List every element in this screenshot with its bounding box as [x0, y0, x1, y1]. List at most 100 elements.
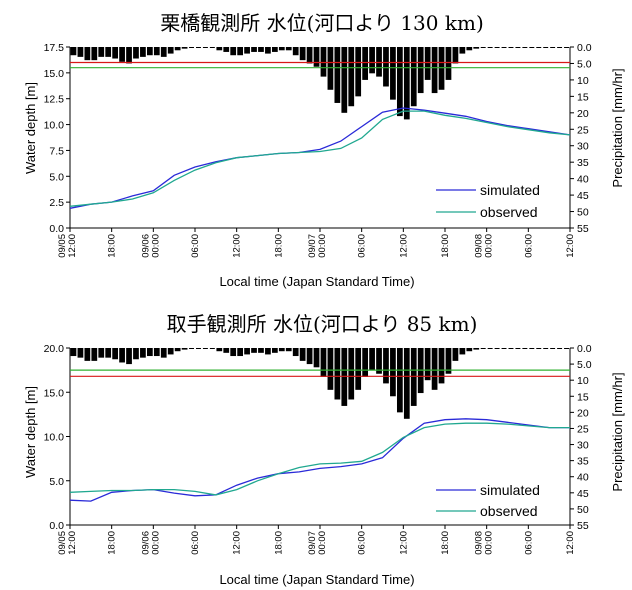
precip-bar — [223, 348, 230, 353]
x-tick-label: 00:00 — [150, 531, 161, 555]
precip-bar — [403, 348, 410, 419]
precip-bar — [376, 47, 382, 77]
chart-panel-kurihashi: 栗橋観測所 水位(河口より 130 km) Water depth [m] Pr… — [23, 11, 625, 289]
precip-bar — [369, 348, 375, 371]
y2-tick-label: 55 — [577, 520, 589, 532]
precip-bar — [452, 47, 459, 64]
x-tick-label: 12:00 — [67, 531, 78, 555]
precip-bar — [355, 47, 362, 97]
y2-tick-label: 45 — [577, 190, 589, 202]
precip-bar — [258, 348, 264, 353]
precip-bar — [84, 47, 91, 61]
precip-bar — [320, 47, 327, 77]
y2-tick-label: 30 — [577, 141, 589, 153]
precip-bar — [431, 348, 438, 390]
series-line-observed — [69, 422, 570, 496]
x-tick-label: 12:00 — [398, 234, 409, 258]
precip-bar — [105, 348, 112, 358]
y-tick-label: 20.0 — [44, 343, 65, 355]
precip-bar — [452, 348, 459, 361]
precip-bar — [174, 47, 181, 51]
precip-bar — [146, 348, 153, 357]
precip-bar — [285, 47, 292, 51]
y2-tick-label: 35 — [577, 157, 589, 169]
precip-bar — [362, 348, 369, 377]
x-tick-label: 18:00 — [273, 531, 284, 555]
y-tick-label: 10.0 — [44, 120, 65, 132]
precip-bar — [306, 348, 313, 365]
x-tick-label: 09/08 — [474, 234, 485, 258]
x-tick-label: 00:00 — [484, 531, 495, 555]
x-tick-label: 12:00 — [232, 234, 243, 258]
precip-bar — [396, 348, 403, 413]
y-tick-label: 12.5 — [44, 94, 65, 106]
x-tick-label: 12:00 — [565, 531, 576, 555]
y2-tick-label: 15 — [577, 391, 589, 403]
y2-tick-label: 50 — [577, 504, 589, 516]
x-axis-label: Local time (Japan Standard Time) — [219, 274, 414, 289]
precip-bar — [77, 348, 84, 358]
x-tick-label: 00:00 — [150, 234, 161, 258]
y-tick-label: 17.5 — [44, 42, 65, 54]
y2-axis-label: Precipitation [mm/hr] — [610, 372, 625, 491]
x-tick-label: 09/08 — [474, 531, 485, 555]
precip-bar — [383, 47, 389, 87]
chart-panel-toride: 取手観測所 水位(河口より 85 km) Water depth [m] Pre… — [23, 312, 625, 587]
precip-bar — [230, 348, 237, 357]
precip-bar — [105, 47, 112, 57]
x-tick-label: 12:00 — [232, 531, 243, 555]
precip-bar — [167, 348, 174, 355]
precip-bar — [70, 348, 77, 357]
precip-bar — [216, 47, 223, 51]
precip-bar — [348, 348, 355, 400]
x-tick-label: 18:00 — [107, 531, 118, 555]
precip-bar — [334, 348, 341, 400]
precip-bar — [258, 47, 264, 52]
precip-bar — [216, 348, 223, 352]
legend-label-simulated: simulated — [480, 182, 540, 198]
precip-bar — [77, 47, 84, 57]
precip-bar — [84, 348, 91, 361]
y-tick-label: 5.0 — [49, 476, 64, 488]
precip-bar — [119, 348, 125, 363]
precip-bar — [237, 47, 244, 56]
chart-title: 取手観測所 水位(河口より 85 km) — [167, 312, 478, 336]
precip-bar — [278, 348, 285, 352]
precip-bar — [466, 348, 473, 352]
precip-bar — [181, 47, 188, 49]
legend: simulated observed — [436, 482, 540, 519]
precip-bar — [299, 47, 306, 61]
precip-bar — [133, 47, 139, 59]
precip-bar — [265, 348, 271, 355]
precip-bar — [327, 348, 334, 390]
precip-bar — [383, 348, 389, 384]
precip-bar — [112, 47, 119, 59]
legend-label-observed: observed — [480, 503, 538, 519]
precip-bar — [174, 348, 181, 352]
y2-tick-label: 5.0 — [577, 359, 592, 371]
x-tick-label: 18:00 — [440, 234, 451, 258]
x-tick-label: 09/06 — [140, 234, 151, 258]
y-axis-label: Water depth [m] — [23, 82, 38, 174]
y-tick-label: 0.0 — [49, 520, 64, 532]
legend: simulated observed — [436, 182, 540, 220]
precip-bar — [473, 47, 480, 49]
precip-bar — [341, 47, 348, 113]
y2-tick-label: 40 — [577, 472, 589, 484]
precip-bar — [459, 348, 466, 355]
precip-bar — [320, 348, 327, 377]
x-tick-label: 12:00 — [398, 531, 409, 555]
y-axis-label: Water depth [m] — [23, 386, 38, 478]
precip-bar — [244, 47, 250, 54]
y-tick-label: 15.0 — [44, 387, 65, 399]
precip-bar — [119, 47, 125, 62]
precip-bar — [140, 47, 146, 57]
precip-bar — [91, 348, 98, 361]
x-tick-label: 18:00 — [107, 234, 118, 258]
x-tick-label: 12:00 — [565, 234, 576, 258]
y2-tick-label: 25 — [577, 124, 589, 136]
precip-bar — [98, 47, 105, 57]
precip-bar — [251, 47, 257, 52]
precip-bar — [473, 348, 480, 350]
legend-label-observed: observed — [480, 204, 538, 220]
